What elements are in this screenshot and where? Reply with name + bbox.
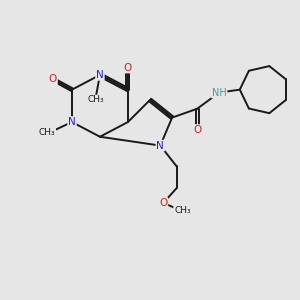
Text: O: O [49,74,57,84]
Text: N: N [68,117,76,127]
Text: CH₃: CH₃ [39,128,55,137]
Text: CH₃: CH₃ [174,206,191,215]
Text: CH₃: CH₃ [87,95,104,104]
Text: N: N [156,141,164,151]
Text: NH: NH [212,88,226,98]
Text: O: O [193,125,201,135]
Text: N: N [96,70,104,80]
Text: O: O [159,198,167,208]
Text: O: O [124,63,132,73]
